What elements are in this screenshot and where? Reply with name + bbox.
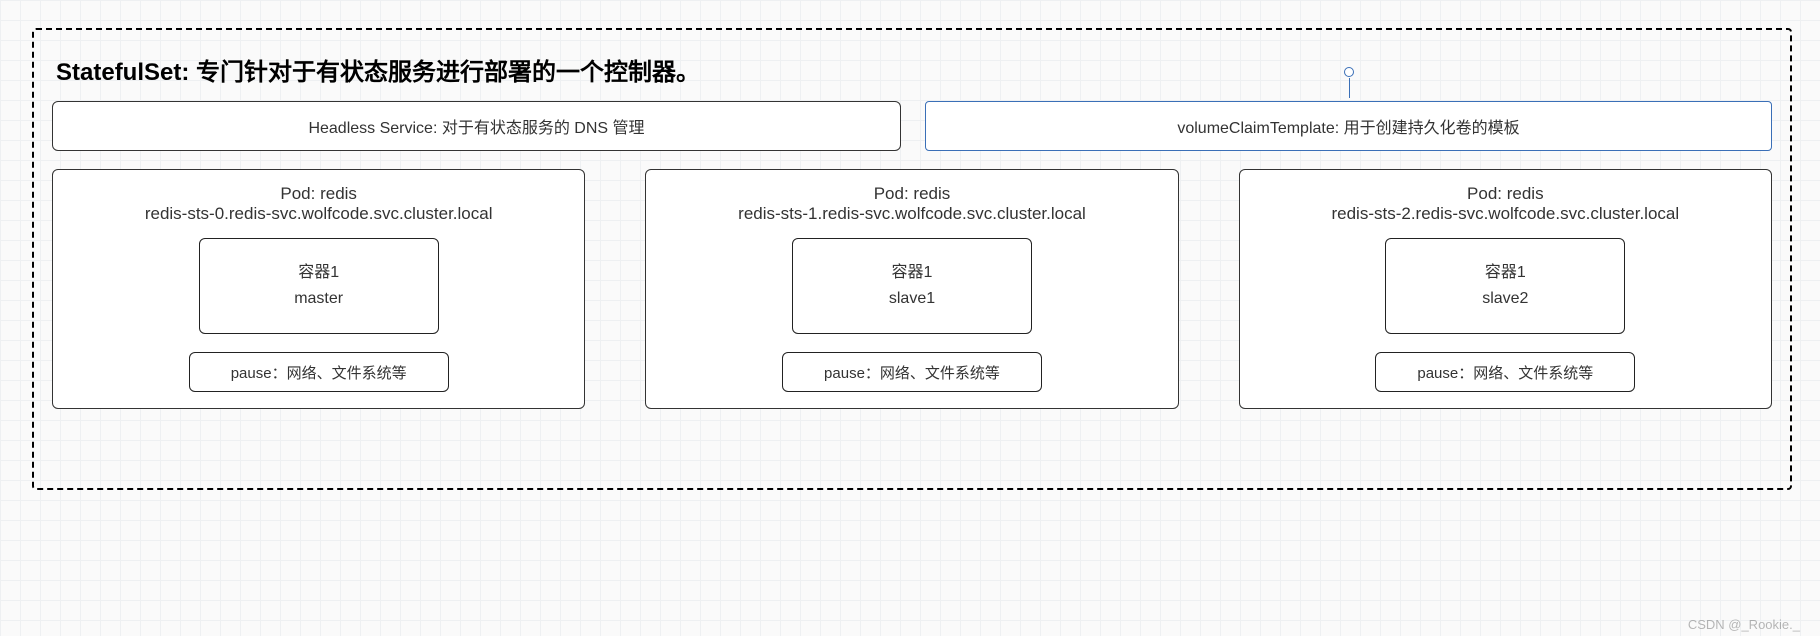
container-role: slave1 xyxy=(889,286,935,312)
pod-title: Pod: redis xyxy=(1467,184,1544,204)
watermark: CSDN @_Rookie._ xyxy=(1688,617,1800,632)
pod-dns: redis-sts-1.redis-svc.wolfcode.svc.clust… xyxy=(738,204,1086,224)
container-role: slave2 xyxy=(1482,286,1528,312)
container-box: 容器1 master xyxy=(199,238,439,334)
pods-row: Pod: redis redis-sts-0.redis-svc.wolfcod… xyxy=(52,169,1772,409)
rotate-handle[interactable] xyxy=(1344,67,1354,77)
pause-box: pause：网络、文件系统等 xyxy=(1375,352,1635,392)
container-name: 容器1 xyxy=(892,260,933,286)
container-name: 容器1 xyxy=(1485,260,1526,286)
pod-title: Pod: redis xyxy=(280,184,357,204)
top-row: Headless Service: 对于有状态服务的 DNS 管理 volume… xyxy=(52,101,1772,151)
pod-box: Pod: redis redis-sts-1.redis-svc.wolfcod… xyxy=(645,169,1178,409)
container-role: master xyxy=(294,286,343,312)
pod-box: Pod: redis redis-sts-2.redis-svc.wolfcod… xyxy=(1239,169,1772,409)
container-box: 容器1 slave2 xyxy=(1385,238,1625,334)
pod-dns: redis-sts-2.redis-svc.wolfcode.svc.clust… xyxy=(1331,204,1679,224)
pause-box: pause：网络、文件系统等 xyxy=(782,352,1042,392)
pod-dns: redis-sts-0.redis-svc.wolfcode.svc.clust… xyxy=(145,204,493,224)
headless-service-box: Headless Service: 对于有状态服务的 DNS 管理 xyxy=(52,101,901,151)
pause-box: pause：网络、文件系统等 xyxy=(189,352,449,392)
pod-box: Pod: redis redis-sts-0.redis-svc.wolfcod… xyxy=(52,169,585,409)
container-box: 容器1 slave1 xyxy=(792,238,1032,334)
vct-selected-wrap[interactable]: volumeClaimTemplate: 用于创建持久化卷的模板 xyxy=(925,101,1772,151)
pod-title: Pod: redis xyxy=(874,184,951,204)
statefulset-container: StatefulSet: 专门针对于有状态服务进行部署的一个控制器。 Headl… xyxy=(32,28,1792,490)
container-name: 容器1 xyxy=(298,260,339,286)
volume-claim-template-box[interactable]: volumeClaimTemplate: 用于创建持久化卷的模板 xyxy=(925,101,1772,151)
diagram-title: StatefulSet: 专门针对于有状态服务进行部署的一个控制器。 xyxy=(56,52,1772,87)
